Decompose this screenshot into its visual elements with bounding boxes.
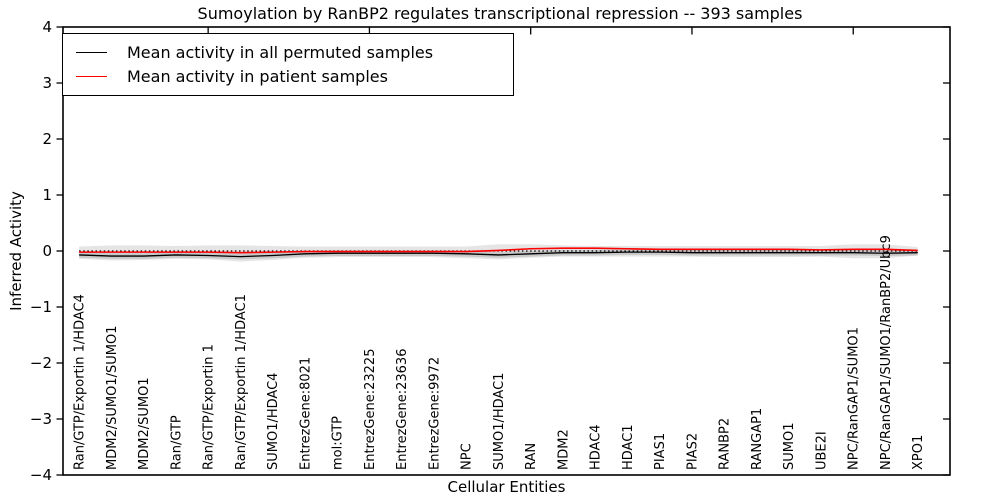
x-category-label: Ran/GTP xyxy=(169,415,184,470)
legend-label-permuted: Mean activity in all permuted samples xyxy=(127,42,434,62)
x-category-label: NPC xyxy=(460,443,475,470)
x-category-label: HDAC1 xyxy=(621,424,636,470)
legend: Mean activity in all permuted samples Me… xyxy=(62,33,514,96)
x-category-label: NPC/RanGAP1/SUMO1 xyxy=(847,327,862,470)
y-tick-label: −3 xyxy=(30,410,52,428)
x-category-label: RAN xyxy=(524,443,539,470)
y-tick-label: 2 xyxy=(42,130,52,148)
patient-mean-line xyxy=(79,247,918,254)
y-tick-label: 3 xyxy=(42,74,52,92)
legend-line-patient-swatch xyxy=(76,76,107,78)
x-category-label: Ran/GTP/Exportin 1/HDAC4 xyxy=(73,294,88,470)
x-category-label: MDM2/SUMO1 xyxy=(137,377,152,470)
x-category-label: EntrezGene:23225 xyxy=(363,349,378,470)
legend-line-permuted-swatch xyxy=(76,51,107,53)
permuted-mean-line xyxy=(79,251,918,258)
y-tick-label: −4 xyxy=(30,466,52,484)
y-axis-label: Inferred Activity xyxy=(7,191,25,311)
x-category-label: Ran/GTP/Exportin 1 xyxy=(202,344,217,470)
x-category-label: SUMO1 xyxy=(782,423,797,471)
x-category-label: UBE2I xyxy=(814,431,829,470)
x-category-label: Ran/GTP/Exportin 1/HDAC1 xyxy=(234,294,249,470)
y-tick-label: 4 xyxy=(42,18,52,36)
x-category-label: mol:GTP xyxy=(331,416,346,470)
x-category-label: NPC/RanGAP1/SUMO1/RanBP2/Ubc9 xyxy=(879,235,894,470)
x-category-label: MDM2/SUMO1/SUMO1 xyxy=(105,326,120,470)
y-tick-label: 1 xyxy=(42,186,52,204)
x-category-label: XPO1 xyxy=(911,435,926,470)
x-category-label: RANGAP1 xyxy=(750,408,765,470)
legend-label-patient: Mean activity in patient samples xyxy=(127,67,388,87)
x-category-label: MDM2 xyxy=(556,429,571,470)
x-category-label: PIAS1 xyxy=(653,433,668,470)
x-category-label: SUMO1/HDAC1 xyxy=(492,373,507,470)
y-tick-label: −2 xyxy=(30,354,52,372)
y-tick-label: −1 xyxy=(30,298,52,316)
x-category-label: SUMO1/HDAC4 xyxy=(266,373,281,470)
y-tick-label: 0 xyxy=(42,242,52,260)
x-category-label: EntrezGene:9972 xyxy=(427,357,442,470)
x-category-label: PIAS2 xyxy=(685,433,700,470)
x-category-label: EntrezGene:8021 xyxy=(298,357,313,470)
x-category-label: RANBP2 xyxy=(718,418,733,470)
chart-title: Sumoylation by RanBP2 regulates transcri… xyxy=(197,4,803,23)
x-category-label: HDAC4 xyxy=(589,424,604,470)
x-axis-label: Cellular Entities xyxy=(447,478,566,496)
legend-entry-patient: Mean activity in patient samples xyxy=(63,67,513,86)
legend-entry-permuted: Mean activity in all permuted samples xyxy=(63,43,513,62)
x-category-label: EntrezGene:23636 xyxy=(395,349,410,470)
